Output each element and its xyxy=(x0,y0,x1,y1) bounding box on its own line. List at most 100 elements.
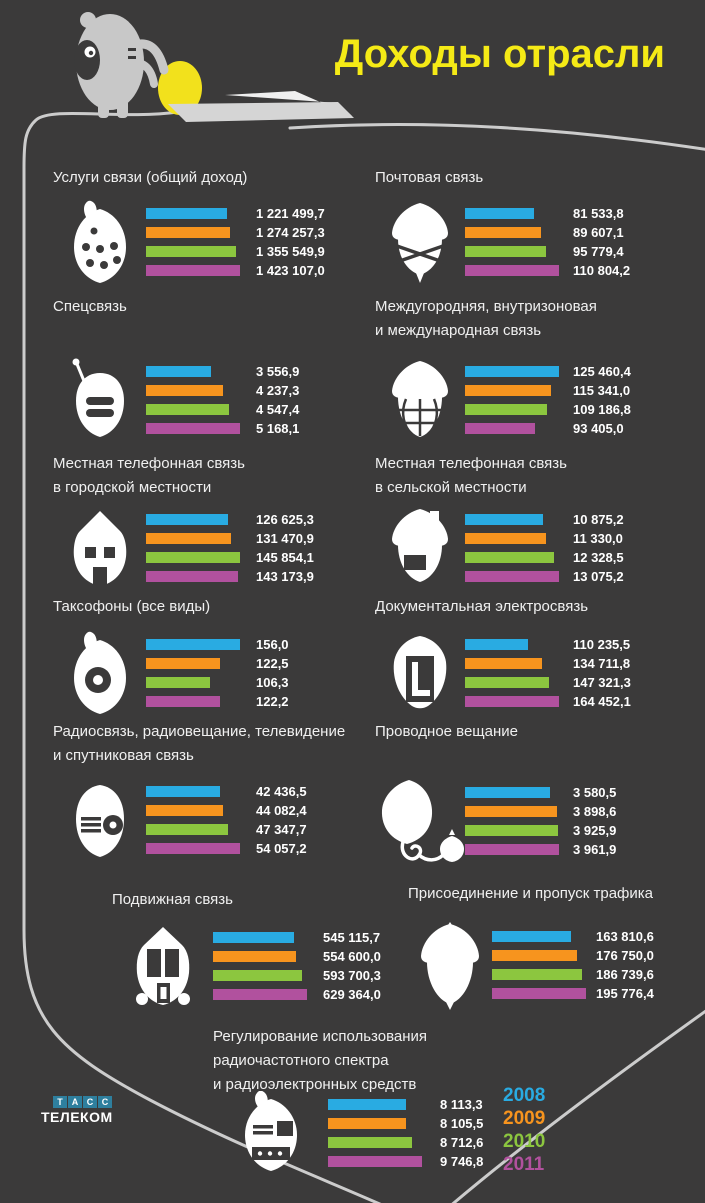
bar-value: 106,3 xyxy=(256,675,289,690)
bar-value: 11 330,0 xyxy=(573,531,623,546)
bar-2010 xyxy=(146,404,229,415)
bar-2009 xyxy=(465,385,551,396)
bar-value: 115 341,0 xyxy=(573,383,631,398)
bar-value: 163 810,6 xyxy=(596,929,654,944)
bar-2008 xyxy=(146,366,211,377)
bar-value: 122,5 xyxy=(256,656,289,671)
bar-2009 xyxy=(465,227,541,238)
section-title-line: Присоединение и пропуск трафика xyxy=(408,885,654,902)
section-title-line: и международная связь xyxy=(375,322,542,339)
section-title-line: и спутниковая связь xyxy=(53,747,194,764)
section-radio-tv-satellite: Радиосвязь, радиовещание, телевидение и … xyxy=(53,720,383,863)
bar-value: 110 235,5 xyxy=(573,637,631,652)
bar-chart: 1 221 499,7 1 274 257,3 1 355 549,9 1 42… xyxy=(146,204,325,280)
bar-value: 110 804,2 xyxy=(573,263,631,278)
bar-2009 xyxy=(146,805,223,816)
bar-value: 164 452,1 xyxy=(573,694,631,709)
section-title: Документальная электросвязь xyxy=(375,595,692,619)
section-title: Регулирование использования радиочастотн… xyxy=(213,1025,553,1097)
yellow-acorn-icon xyxy=(158,61,202,115)
bar-value: 10 875,2 xyxy=(573,512,624,527)
bar-2011 xyxy=(146,423,240,434)
section-title: Услуги связи (общий доход) xyxy=(53,166,383,190)
section-title: Проводное вещание xyxy=(375,720,692,744)
bar-value: 81 533,8 xyxy=(573,206,624,221)
bar-value: 126 625,3 xyxy=(256,512,314,527)
bar-2008 xyxy=(146,514,228,525)
legend: 2008 2009 2010 2011 xyxy=(503,1084,545,1176)
bar-2008 xyxy=(465,208,534,219)
bar-2009 xyxy=(465,806,557,817)
bar-value: 44 082,4 xyxy=(256,803,307,818)
acorn-envelope-icon xyxy=(375,199,465,285)
section-title-line: Проводное вещание xyxy=(375,723,518,740)
acorn-village-house-icon xyxy=(375,505,465,591)
bar-value: 545 115,7 xyxy=(323,930,381,945)
bar-2011 xyxy=(146,571,238,582)
bar-value: 8 712,6 xyxy=(440,1135,484,1150)
section-postal: Почтовая связь 81 533,8 89 607,1 95 779,… xyxy=(375,166,692,285)
bar-2011 xyxy=(146,843,240,854)
acorn-wired-pipe-icon xyxy=(375,778,465,864)
page-title: Доходы отрасли xyxy=(334,32,665,76)
bar-chart: 3 580,5 3 898,6 3 925,9 3 961,9 xyxy=(465,783,616,859)
bar-chart: 8 113,3 8 105,5 8 712,6 9 746,8 xyxy=(328,1095,483,1171)
bar-value: 125 460,4 xyxy=(573,364,631,379)
bar-value: 5 168,1 xyxy=(256,421,300,436)
bar-value: 8 113,3 xyxy=(440,1097,483,1112)
bar-2009 xyxy=(146,227,230,238)
bar-2010 xyxy=(465,825,558,836)
logo-telecom-label: Телеком xyxy=(41,1109,113,1125)
section-title: Спецсвязь xyxy=(53,295,383,319)
bar-value: 54 057,2 xyxy=(256,841,307,856)
bar-value: 554 600,0 xyxy=(323,949,381,964)
bar-2008 xyxy=(465,639,528,650)
section-interconnection-traffic: Присоединение и пропуск трафика 163 810,… xyxy=(408,882,698,1010)
section-title: Междугородняя, внутризоновая и междунаро… xyxy=(375,295,692,343)
bar-2008 xyxy=(146,639,240,650)
legend-year-2009: 2009 xyxy=(503,1108,546,1129)
bar-2009 xyxy=(146,658,220,669)
bar-2009 xyxy=(146,533,231,544)
bar-2010 xyxy=(465,404,547,415)
bar-value: 1 355 549,9 xyxy=(256,244,325,259)
bar-value: 593 700,3 xyxy=(323,968,381,983)
bar-value: 42 436,5 xyxy=(256,784,307,799)
section-total-services: Услуги связи (общий доход) 1 221 499,7 1… xyxy=(53,166,383,285)
section-title: Радиосвязь, радиовещание, телевидение и … xyxy=(53,720,383,768)
bar-value: 186 739,6 xyxy=(596,967,654,982)
bar-2008 xyxy=(328,1099,406,1110)
bar-value: 3 898,6 xyxy=(573,804,617,819)
bar-2009 xyxy=(465,658,542,669)
section-title-line: в сельской местности xyxy=(375,479,527,496)
bar-chart: 126 625,3 131 470,9 145 854,1 143 173,9 xyxy=(146,510,314,586)
acorn-document-icon xyxy=(375,630,465,716)
bar-2010 xyxy=(146,246,236,257)
bar-2008 xyxy=(146,786,220,797)
bar-value: 93 405,0 xyxy=(573,421,624,436)
bar-2009 xyxy=(213,951,296,962)
bar-value: 147 321,3 xyxy=(573,675,631,690)
bar-2009 xyxy=(328,1118,406,1129)
legend-year-2010: 2010 xyxy=(503,1131,546,1152)
bar-chart: 110 235,5 134 711,8 147 321,3 164 452,1 xyxy=(465,635,631,711)
logo-letter-block: Т xyxy=(53,1096,67,1108)
tass-telecom-logo: Т А С С Телеком xyxy=(41,1096,113,1125)
logo-letter-block: С xyxy=(83,1096,97,1108)
bar-value: 13 075,2 xyxy=(573,569,624,584)
bar-2010 xyxy=(465,552,554,563)
bar-2011 xyxy=(492,988,586,999)
section-title-line: Местная телефонная связь xyxy=(53,455,245,472)
section-title-line: Почтовая связь xyxy=(375,169,484,186)
bar-2008 xyxy=(492,931,571,942)
bar-value: 109 186,8 xyxy=(573,402,631,417)
acorn-payphone-dial-icon xyxy=(53,630,146,716)
section-title: Таксофоны (все виды) xyxy=(53,595,383,619)
logo-tass-blocks: Т А С С xyxy=(53,1096,113,1108)
beaver-mascot-icon xyxy=(74,12,169,118)
bar-chart: 545 115,7 554 600,0 593 700,3 629 364,0 xyxy=(213,928,381,1004)
bar-value: 156,0 xyxy=(256,637,289,652)
acorn-radio-handset-icon xyxy=(53,357,146,443)
acorn-plain-icon xyxy=(408,922,492,1010)
